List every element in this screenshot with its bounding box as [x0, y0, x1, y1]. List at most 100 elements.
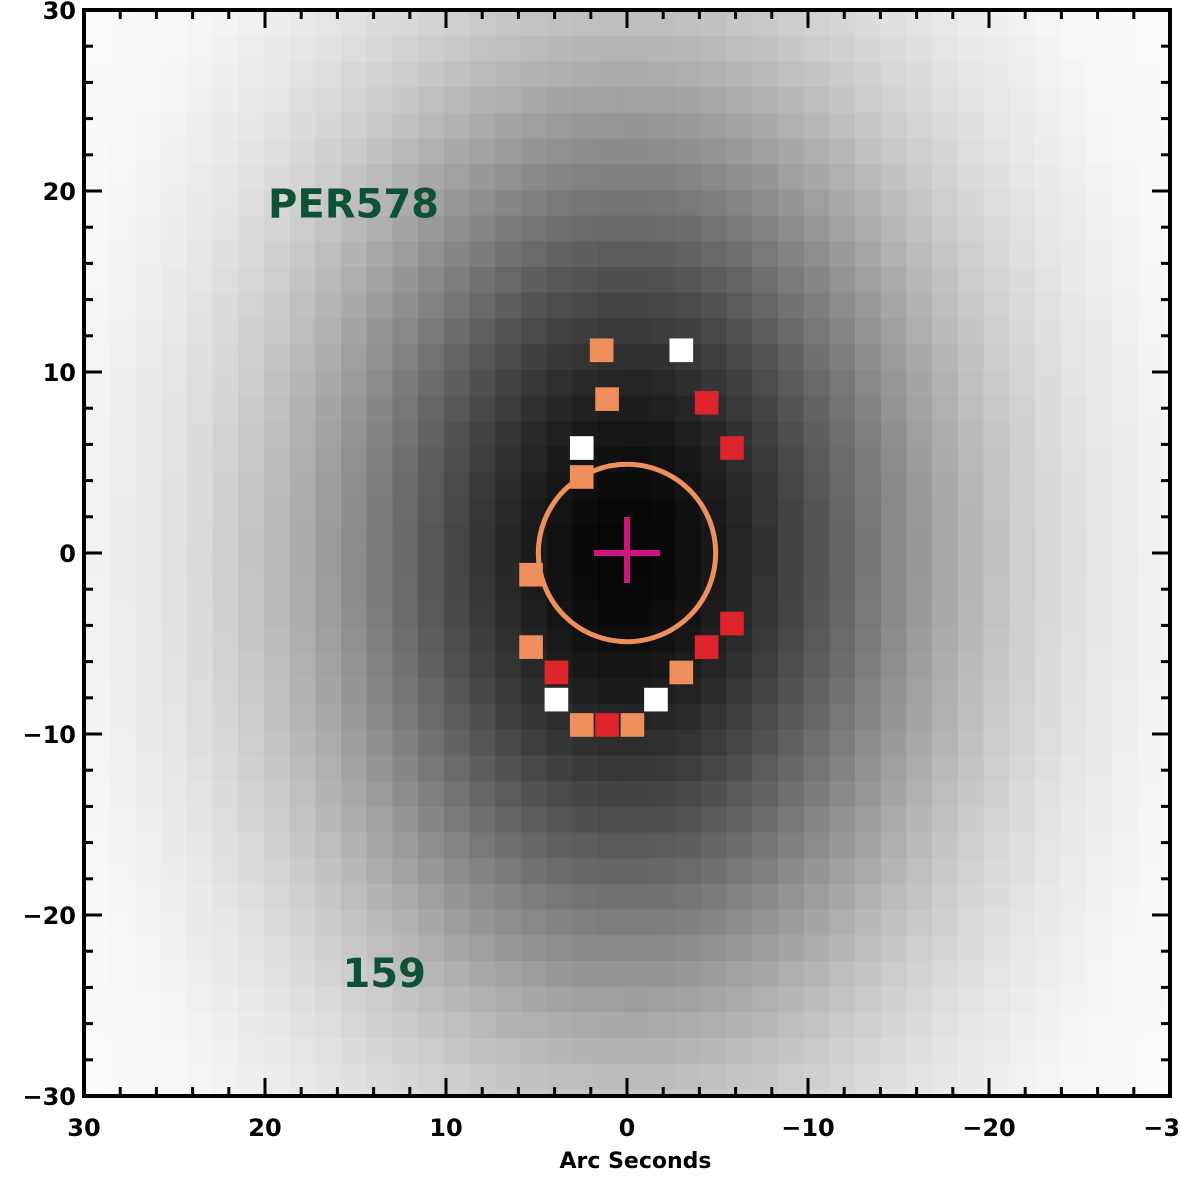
- image-pixel: [546, 446, 573, 474]
- image-pixel: [1034, 395, 1062, 422]
- image-pixel: [829, 832, 856, 859]
- image-pixel: [495, 1089, 522, 1097]
- image-pixel: [906, 549, 933, 577]
- image-pixel: [598, 35, 625, 63]
- image-pixel: [546, 61, 573, 88]
- image-pixel: [906, 369, 933, 397]
- image-pixel: [1060, 755, 1087, 782]
- image-pixel: [880, 909, 908, 936]
- image-pixel: [1034, 806, 1062, 834]
- image-pixel: [777, 524, 805, 551]
- image-pixel: [880, 703, 908, 731]
- image-pixel: [238, 292, 265, 320]
- image-pixel: [392, 729, 419, 756]
- image-pixel: [700, 164, 728, 191]
- image-pixel: [289, 241, 316, 268]
- image-pixel: [803, 575, 830, 602]
- image-pixel: [212, 498, 239, 525]
- image-pixel: [829, 164, 856, 191]
- image-pixel: [186, 61, 214, 88]
- image-pixel: [263, 703, 291, 731]
- image-pixel: [263, 421, 291, 448]
- image-pixel: [161, 215, 188, 242]
- image-pixel: [366, 318, 394, 345]
- image-pixel: [1163, 626, 1171, 654]
- image-pixel: [392, 832, 419, 859]
- image-pixel: [1060, 292, 1087, 320]
- image-pixel: [932, 549, 959, 577]
- image-pixel: [135, 781, 162, 808]
- image-pixel: [1112, 601, 1139, 628]
- image-pixel: [341, 575, 368, 602]
- image-pixel: [1112, 421, 1139, 448]
- image-pixel: [263, 626, 291, 654]
- image-pixel: [1060, 215, 1087, 242]
- image-pixel: [546, 164, 573, 191]
- image-pixel: [469, 986, 496, 1013]
- image-pixel: [752, 241, 779, 268]
- image-pixel: [726, 1089, 753, 1097]
- image-pixel: [675, 549, 702, 577]
- image-pixel: [341, 524, 368, 551]
- image-pixel: [777, 87, 805, 114]
- image-pixel: [84, 87, 111, 114]
- image-pixel: [469, 575, 496, 602]
- image-pixel: [366, 858, 394, 885]
- image-pixel: [135, 703, 162, 731]
- image-pixel: [932, 112, 959, 140]
- image-pixel: [1112, 909, 1139, 936]
- image-pixel: [752, 215, 779, 242]
- image-pixel: [752, 35, 779, 63]
- image-pixel: [520, 1038, 548, 1065]
- image-pixel: [752, 1063, 779, 1091]
- image-pixel: [443, 61, 471, 88]
- image-pixel: [443, 703, 471, 731]
- image-pixel: [1137, 318, 1165, 345]
- image-pixel: [1112, 498, 1139, 525]
- image-pixel: [263, 369, 291, 397]
- image-pixel: [1086, 1063, 1113, 1091]
- image-pixel: [855, 1089, 882, 1097]
- image-pixel: [84, 755, 111, 782]
- image-pixel: [1034, 446, 1062, 474]
- image-pixel: [289, 678, 316, 705]
- image-pixel: [161, 1012, 188, 1039]
- image-pixel: [777, 960, 805, 988]
- image-pixel: [1060, 1063, 1087, 1091]
- image-pixel: [418, 369, 445, 397]
- image-pixel: [289, 292, 316, 320]
- image-pixel: [675, 267, 702, 294]
- image-pixel: [366, 215, 394, 242]
- image-pixel: [1086, 318, 1113, 345]
- image-pixel: [263, 61, 291, 88]
- image-pixel: [598, 601, 625, 628]
- image-pixel: [675, 960, 702, 988]
- image-pixel: [700, 858, 728, 885]
- image-pixel: [777, 292, 805, 320]
- image-pixel: [675, 10, 702, 37]
- image-pixel: [777, 729, 805, 756]
- image-pixel: [1137, 215, 1165, 242]
- image-pixel: [520, 472, 548, 499]
- image-pixel: [700, 189, 728, 217]
- image-pixel: [186, 575, 214, 602]
- image-pixel: [1112, 292, 1139, 320]
- image-pixel: [932, 601, 959, 628]
- image-pixel: [392, 781, 419, 808]
- image-pixel: [289, 10, 316, 37]
- image-pixel: [649, 241, 676, 268]
- image-pixel: [1137, 524, 1165, 551]
- image-pixel: [598, 986, 625, 1013]
- image-pixel: [109, 164, 137, 191]
- image-pixel: [520, 344, 548, 371]
- image-pixel: [726, 472, 753, 499]
- image-pixel: [880, 755, 908, 782]
- image-pixel: [957, 626, 985, 654]
- image-pixel: [418, 35, 445, 63]
- image-pixel: [906, 61, 933, 88]
- image-pixel: [443, 138, 471, 165]
- image-pixel: [700, 241, 728, 268]
- image-pixel: [341, 703, 368, 731]
- image-pixel: [186, 369, 214, 397]
- image-pixel: [392, 189, 419, 217]
